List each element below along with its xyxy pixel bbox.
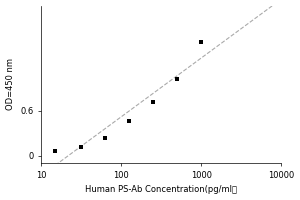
Point — [78, 145, 83, 148]
X-axis label: Human PS-Ab Concentration(pg/ml）: Human PS-Ab Concentration(pg/ml） — [85, 185, 237, 194]
Point — [175, 78, 179, 81]
Point — [53, 150, 58, 153]
Point — [199, 40, 204, 43]
Point — [151, 100, 155, 103]
Y-axis label: OD=450 nm: OD=450 nm — [6, 58, 15, 110]
Point — [127, 120, 131, 123]
Point — [102, 136, 107, 139]
